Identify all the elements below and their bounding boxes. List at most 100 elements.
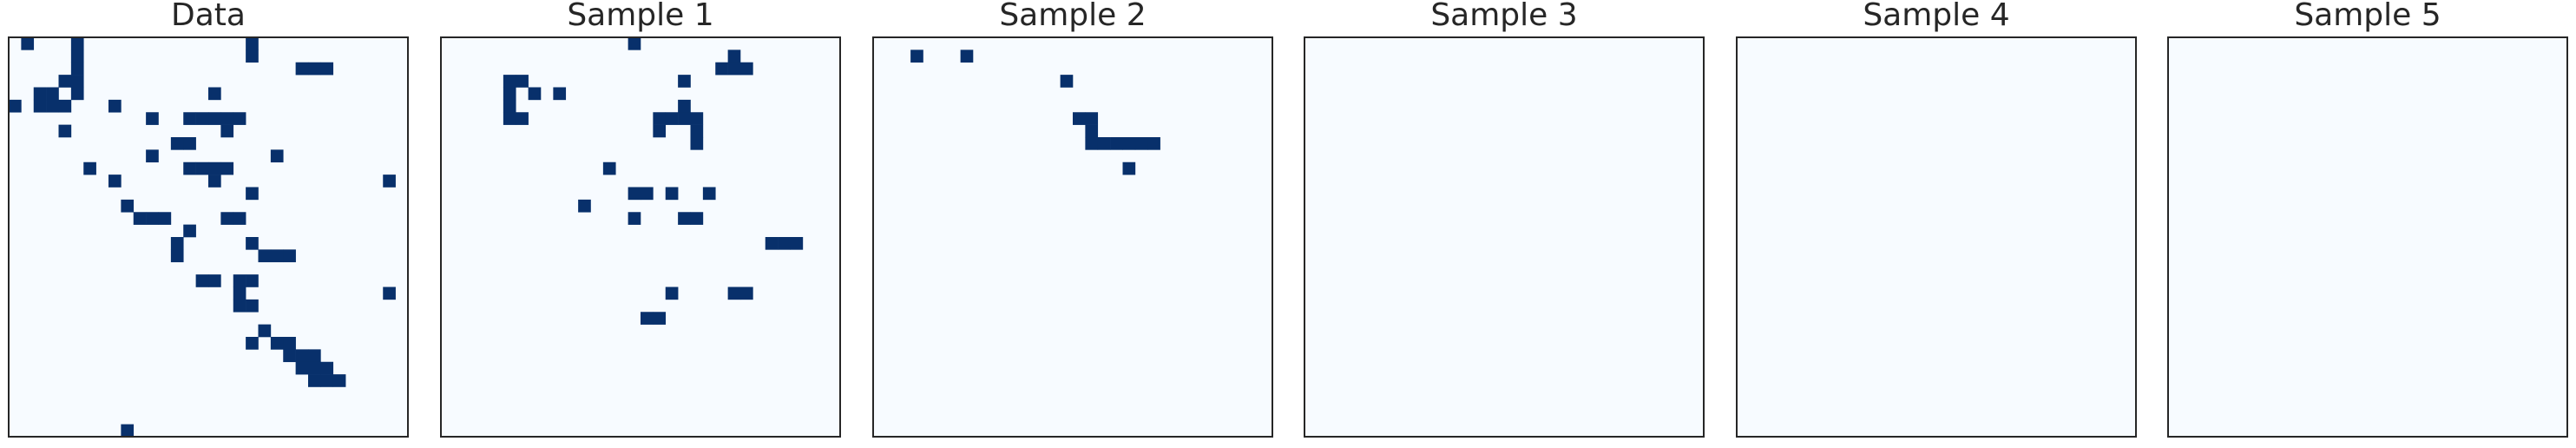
heatmap-cell bbox=[503, 112, 516, 125]
heatmap-cell bbox=[246, 237, 259, 250]
panel-title-sample-2: Sample 2 bbox=[999, 0, 1146, 33]
panel-sample-2: Sample 2 bbox=[872, 0, 1273, 438]
heatmap-cell bbox=[270, 249, 284, 263]
panel-data: Data bbox=[8, 0, 409, 438]
panel-title-sample-5: Sample 5 bbox=[2294, 0, 2441, 33]
heatmap-cell bbox=[208, 87, 221, 101]
heatmap-cell bbox=[208, 175, 221, 188]
heatmap-cell bbox=[58, 75, 72, 88]
panel-frame bbox=[1736, 36, 2137, 438]
heatmap-cell bbox=[233, 287, 246, 300]
panel-background bbox=[9, 37, 408, 437]
heatmap-cell bbox=[1110, 137, 1123, 150]
heatmap-cell bbox=[233, 274, 246, 287]
heatmap-cell bbox=[208, 161, 221, 175]
heatmap-cell bbox=[283, 337, 296, 350]
heatmap-cell bbox=[183, 224, 196, 238]
heatmap-cell bbox=[70, 49, 84, 63]
heatmap-cell bbox=[790, 237, 804, 250]
panel-title-sample-1: Sample 1 bbox=[567, 0, 713, 33]
heatmap-cell bbox=[516, 75, 529, 88]
heatmap-cell bbox=[528, 87, 542, 101]
panel-sample-5: Sample 5 bbox=[2167, 0, 2568, 438]
heatmap-cell bbox=[628, 212, 641, 225]
heatmap-cell bbox=[1122, 161, 1136, 175]
heatmap-cell bbox=[1134, 137, 1148, 150]
heatmap-cell bbox=[58, 99, 72, 113]
cell-grid bbox=[503, 37, 804, 325]
heatmap-cell bbox=[195, 112, 209, 125]
panel-sample-4: Sample 4 bbox=[1736, 0, 2137, 438]
heatmap-cell bbox=[233, 112, 246, 125]
cell-grid bbox=[910, 49, 1160, 175]
heatmap-cell bbox=[246, 274, 259, 287]
heatmap-cell bbox=[690, 112, 704, 125]
panel-background bbox=[873, 37, 1272, 437]
heatmap-cell bbox=[108, 99, 122, 113]
heatmap-cell bbox=[58, 124, 72, 138]
panel-frame bbox=[8, 36, 409, 438]
heatmap-cell bbox=[246, 299, 259, 313]
heatmap-cell bbox=[653, 124, 667, 138]
heatmap-cell bbox=[283, 349, 296, 363]
heatmap-cell bbox=[208, 274, 221, 287]
heatmap-cell bbox=[727, 62, 741, 76]
heatmap-cell bbox=[70, 37, 84, 50]
heatmap-cell bbox=[727, 49, 741, 63]
heatmap-cell bbox=[183, 161, 196, 175]
heatmap-cell bbox=[246, 37, 259, 50]
heatmap-cell bbox=[778, 237, 791, 250]
heatmap-cell bbox=[332, 374, 346, 387]
heatmap-cell bbox=[678, 112, 691, 125]
heatmap-cell bbox=[678, 212, 691, 225]
heatmap-cell bbox=[258, 249, 272, 263]
heatmap-cell bbox=[641, 187, 654, 201]
heatmap-cell bbox=[1073, 112, 1086, 125]
heatmap-cell bbox=[910, 49, 923, 63]
panel-frame bbox=[2167, 36, 2568, 438]
heatmap-cell bbox=[295, 62, 309, 76]
heatmap-cell bbox=[183, 137, 196, 150]
heatmap-cell bbox=[665, 287, 679, 300]
heatmap-cell bbox=[553, 87, 567, 101]
heatmap-cell bbox=[133, 212, 147, 225]
heatmap-cell bbox=[690, 124, 704, 138]
heatmap-cell bbox=[678, 99, 691, 113]
heatmap-cell bbox=[33, 87, 47, 101]
heatmap-cell bbox=[70, 75, 84, 88]
heatmap-cell bbox=[295, 361, 309, 375]
heatmap-cell bbox=[270, 337, 284, 350]
heatmap-cell bbox=[1147, 137, 1160, 150]
heatmap-cell bbox=[158, 212, 172, 225]
heatmap-cell bbox=[1085, 112, 1099, 125]
heatmap-cell bbox=[653, 112, 667, 125]
heatmap-cell bbox=[195, 274, 209, 287]
heatmap-cell bbox=[320, 361, 334, 375]
panel-title-data: Data bbox=[171, 0, 246, 33]
heatmap-cell bbox=[121, 199, 135, 213]
heatmap-cell bbox=[665, 112, 679, 125]
heatmap-cell bbox=[220, 161, 234, 175]
heatmap-cell bbox=[258, 324, 272, 338]
heatmap-cell bbox=[233, 212, 246, 225]
heatmap-cell bbox=[220, 124, 234, 138]
heatmap-cell bbox=[578, 199, 591, 213]
heatmap-cell bbox=[195, 161, 209, 175]
heatmap-cell bbox=[320, 62, 334, 76]
panel-frame bbox=[872, 36, 1273, 438]
heatmap-cell bbox=[715, 62, 728, 76]
heatmap-cell bbox=[108, 175, 122, 188]
heatmap-cell bbox=[295, 349, 309, 363]
heatmap-cell bbox=[146, 212, 159, 225]
heatmap-cell bbox=[170, 137, 184, 150]
heatmap-cell bbox=[308, 374, 321, 387]
heatmap-cell bbox=[220, 112, 234, 125]
heatmap-cell bbox=[628, 187, 641, 201]
heatmap-cell bbox=[641, 312, 654, 325]
heatmap-cell bbox=[740, 287, 753, 300]
panel-background bbox=[1737, 37, 2136, 437]
heatmap-cell bbox=[503, 99, 516, 113]
heatmap-cell bbox=[308, 349, 321, 363]
heatmap-cell bbox=[246, 49, 259, 63]
